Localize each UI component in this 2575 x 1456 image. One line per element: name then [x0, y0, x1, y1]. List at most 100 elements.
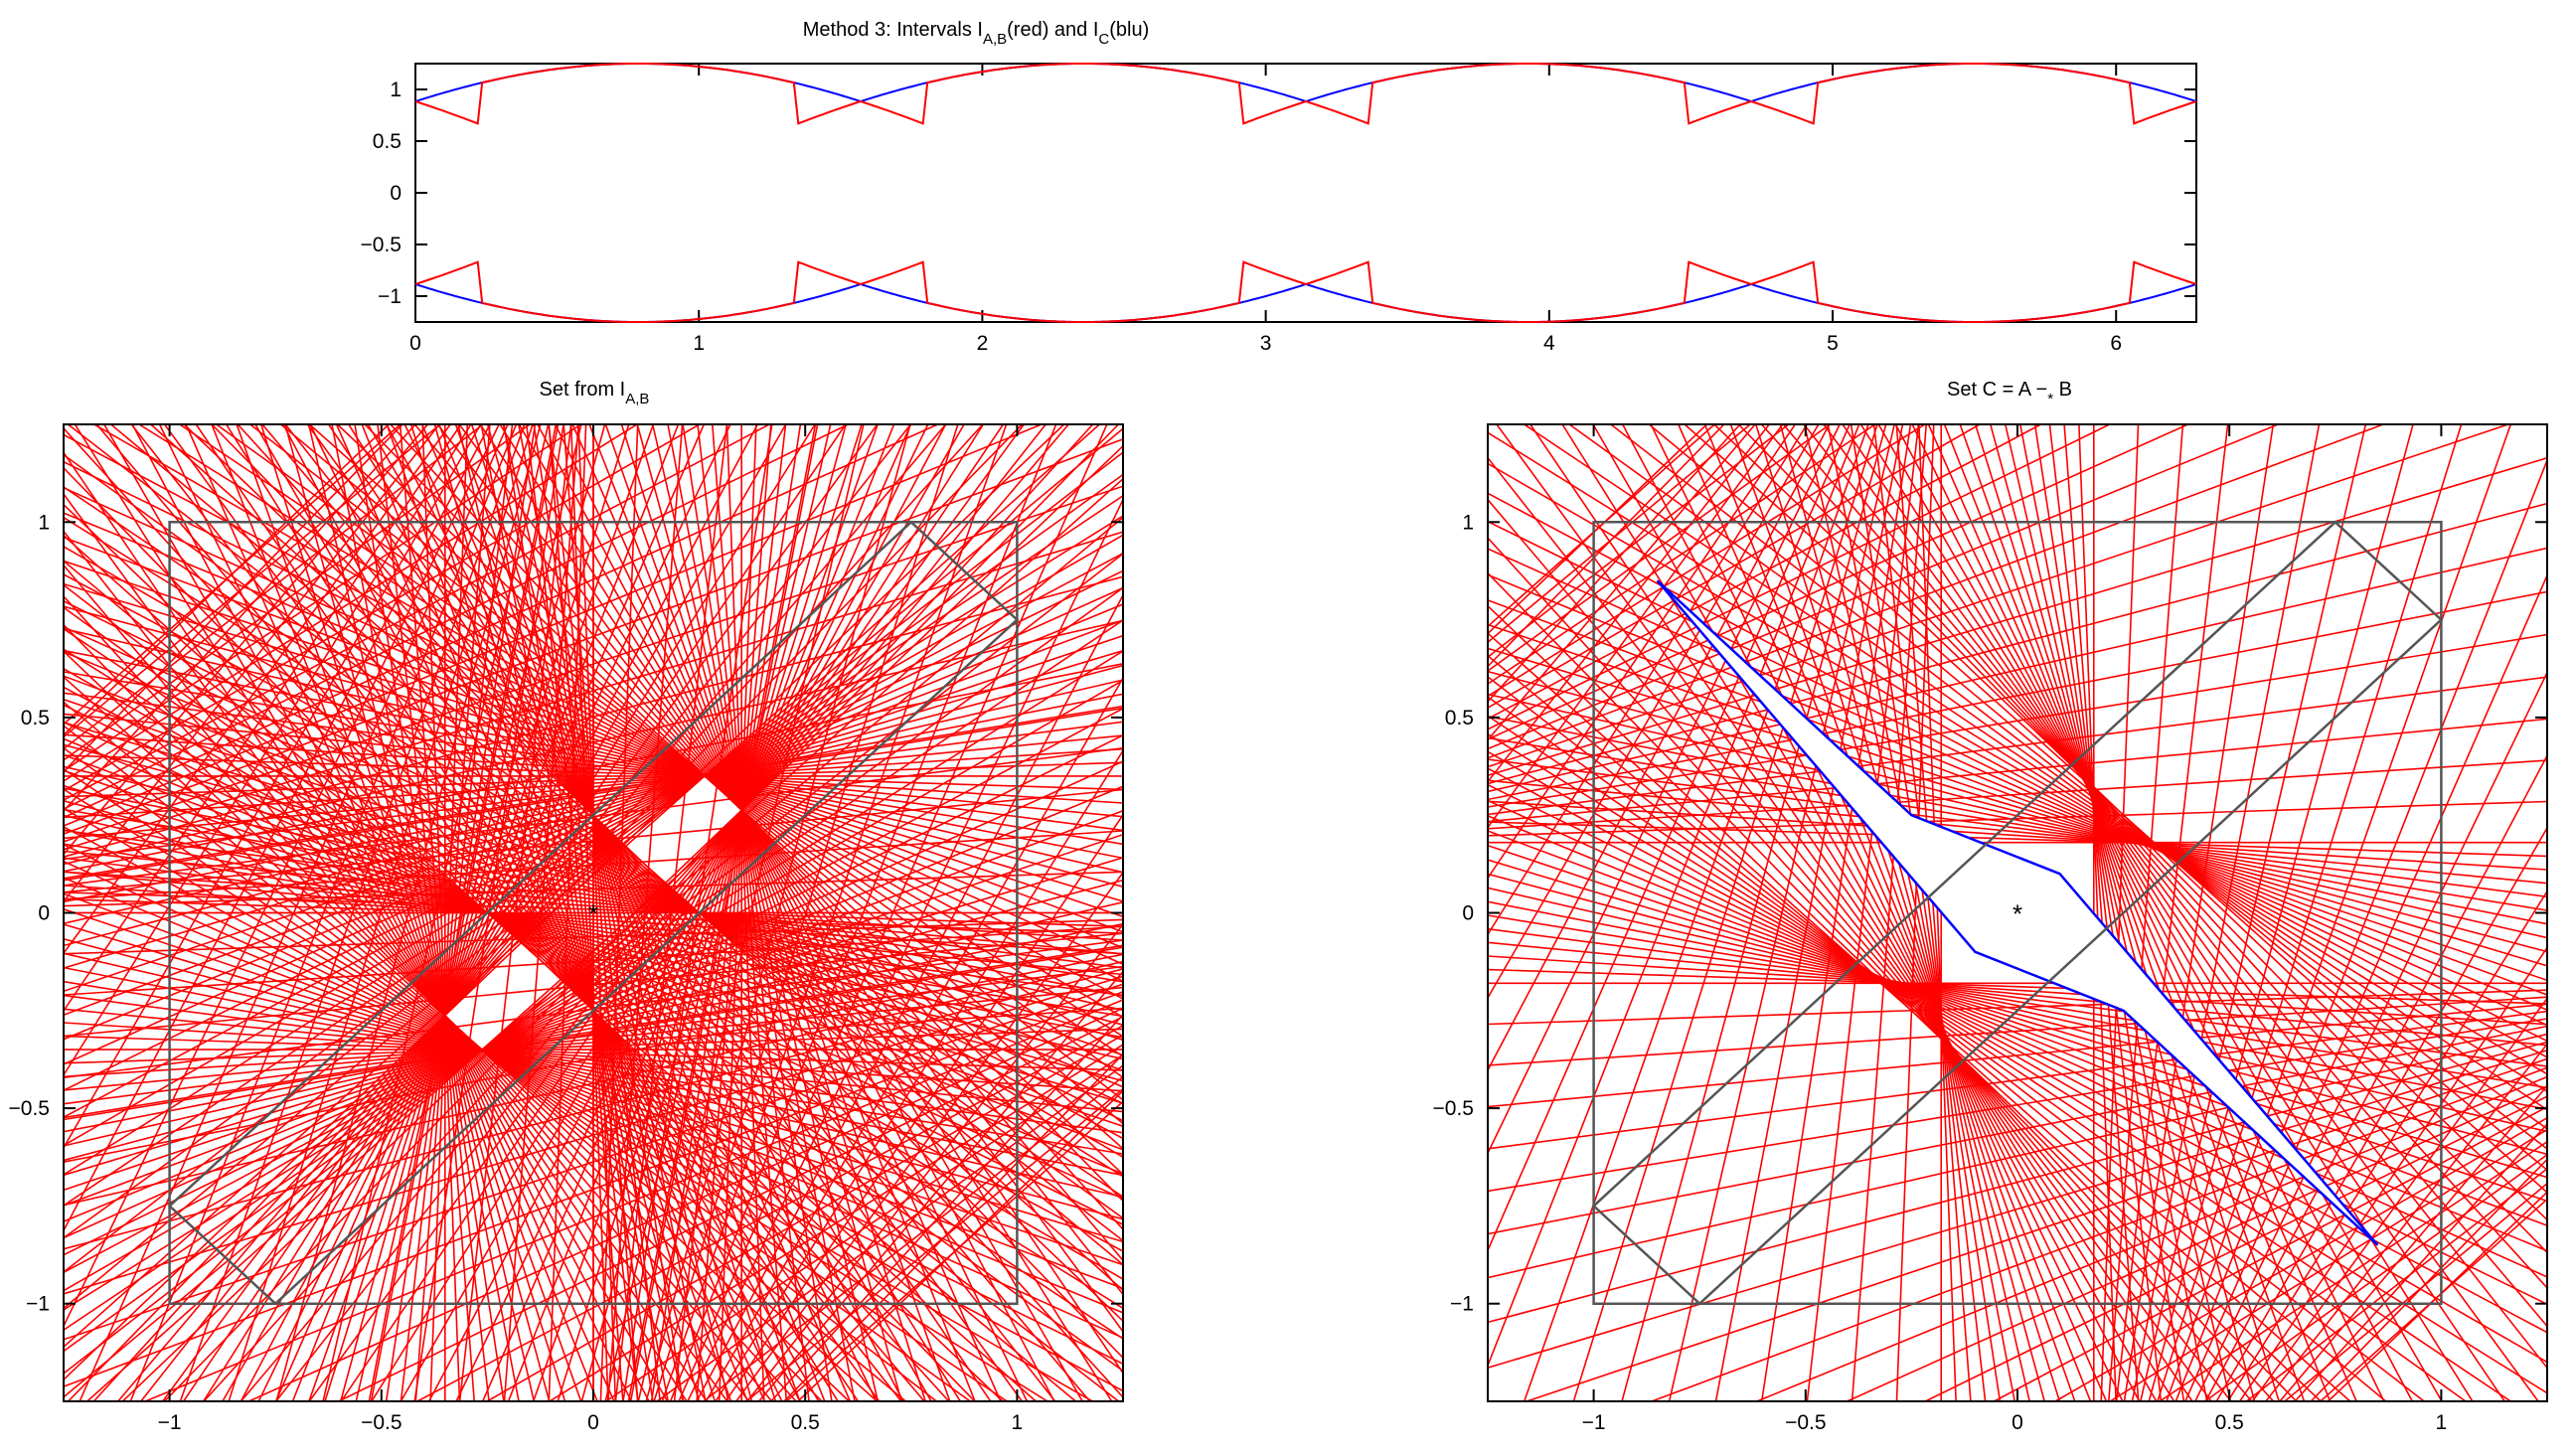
- right-chart-title: Set C = A −* B: [1947, 379, 2072, 407]
- right-support-line: [1488, 1050, 2547, 1369]
- right-support-line: [1488, 670, 2547, 953]
- right-title-end: B: [2053, 379, 2072, 401]
- series-iab-lower: [414, 260, 2197, 323]
- top-title-sub1: A,B: [983, 31, 1007, 48]
- right-support-line: [2174, 459, 2547, 1401]
- left-support-line: [64, 944, 1123, 1119]
- left-support-line: [64, 704, 1123, 1225]
- right-support-line: [1806, 424, 1920, 1401]
- left-support-line: [64, 424, 1043, 827]
- right-support-line: [1488, 424, 1860, 1367]
- left-support-line: [64, 952, 1123, 1199]
- right-support-line: [1488, 758, 2547, 898]
- right-support-line: [1895, 424, 1972, 1401]
- left-support-line: [650, 424, 802, 1401]
- right-support-line: [1760, 424, 2547, 1289]
- right-support-line: [2166, 424, 2512, 1401]
- right-square-a: [1592, 521, 2443, 1305]
- left-support-line: [455, 424, 929, 1401]
- right-support-line: [1488, 424, 1876, 685]
- left-chart-title: Set from IA,B: [540, 379, 650, 407]
- left-support-line: [64, 768, 1008, 1401]
- left-support-line: [64, 424, 441, 738]
- right-support-line: [1877, 424, 2443, 1401]
- right-title-a: Set C = A −: [1947, 379, 2047, 401]
- right-support-line: [1488, 1033, 2547, 1279]
- left-support-line: [669, 424, 1057, 1401]
- right-support-line: [2227, 890, 2547, 1401]
- left-support-line: [64, 918, 1123, 955]
- right-xtick-label: 0: [2012, 1411, 2023, 1434]
- left-support-line: [64, 857, 1123, 997]
- right-support-line: [2310, 1158, 2547, 1401]
- left-support-line: [64, 843, 1123, 1018]
- right-support-line: [2184, 574, 2547, 1401]
- left-support-line: [64, 535, 1037, 1401]
- right-support-line: [1974, 424, 2280, 1401]
- right-support-line: [1488, 844, 2547, 1203]
- left-support-line: [64, 628, 1123, 1340]
- right-support-line: [1488, 573, 2547, 1011]
- left-ytick-label: −0.5: [9, 1097, 50, 1120]
- right-support-line: [2251, 998, 2547, 1401]
- left-support-line: [797, 1090, 1123, 1401]
- series-ic-upper: [414, 63, 2197, 103]
- right-support-line: [1488, 424, 2279, 750]
- right-support-line: [2279, 1084, 2547, 1401]
- left-support-line: [400, 424, 965, 1401]
- left-support-line: [687, 499, 1123, 1401]
- right-support-line: [1488, 733, 2547, 1394]
- right-support-line: [1488, 590, 2547, 801]
- left-support-line: [783, 1053, 1123, 1401]
- left-title-sub: A,B: [625, 391, 649, 407]
- left-support-line: [64, 843, 1123, 1366]
- right-support-line: [1827, 424, 2015, 1401]
- left-xtick-label: 0.5: [791, 1411, 820, 1434]
- left-support-line: [308, 424, 1025, 1401]
- right-xtick-label: −1: [1582, 1411, 1606, 1434]
- right-support-line: [1488, 783, 2547, 1306]
- right-support-line: [1488, 632, 2351, 1401]
- right-support-line: [1610, 424, 2547, 1150]
- right-support-line: [1850, 424, 2002, 1401]
- left-center-marker: *: [588, 899, 598, 929]
- right-support-line: [1488, 424, 1796, 879]
- left-support-line: [64, 424, 500, 1327]
- left-support-line: [64, 648, 1123, 1309]
- right-support-line: [1488, 424, 1725, 668]
- right-support-line: [1894, 424, 2414, 1401]
- right-support-line: [1488, 655, 2387, 1401]
- right-support-line: [1943, 424, 2332, 1401]
- right-support-line: [2019, 424, 2208, 1401]
- right-ytick-label: 0.5: [1445, 707, 1474, 729]
- right-support-line: [1488, 424, 2041, 721]
- right-support-line: [2033, 424, 2185, 1401]
- left-rect-b: [167, 520, 1020, 1306]
- left-support-line: [64, 991, 1123, 1387]
- right-support-line: [1488, 1018, 2547, 1193]
- right-support-line: [1488, 830, 2547, 1226]
- right-support-line: [1488, 633, 2547, 808]
- right-support-line: [2100, 424, 2140, 1401]
- left-ytick-label: −1: [26, 1293, 50, 1316]
- left-support-line: [64, 1035, 1123, 1071]
- left-support-line: [64, 619, 1123, 1331]
- left-support-line: [656, 1064, 1123, 1401]
- right-support-line: [2131, 424, 2321, 1401]
- left-support-line: [696, 424, 772, 1401]
- right-support-line: [1994, 1105, 2547, 1401]
- right-support-line: [1959, 424, 2306, 1401]
- right-support-line: [1488, 424, 1707, 635]
- right-support-line: [1488, 537, 2275, 1401]
- right-support-line: [2328, 1191, 2547, 1401]
- left-support-line: [735, 872, 1123, 1401]
- right-support-line: [1760, 424, 1912, 1401]
- left-support-line: [64, 586, 1123, 1353]
- right-support-line: [1488, 599, 2547, 996]
- right-support-line: [2157, 424, 2463, 1401]
- right-support-line: [2265, 1044, 2547, 1401]
- top-title-end: (blu): [1109, 19, 1149, 41]
- left-support-line: [64, 516, 1123, 1398]
- left-support-line: [715, 749, 1123, 1401]
- top-chart: Method 3: Intervals IA,B(red) and IC(blu…: [361, 19, 2197, 355]
